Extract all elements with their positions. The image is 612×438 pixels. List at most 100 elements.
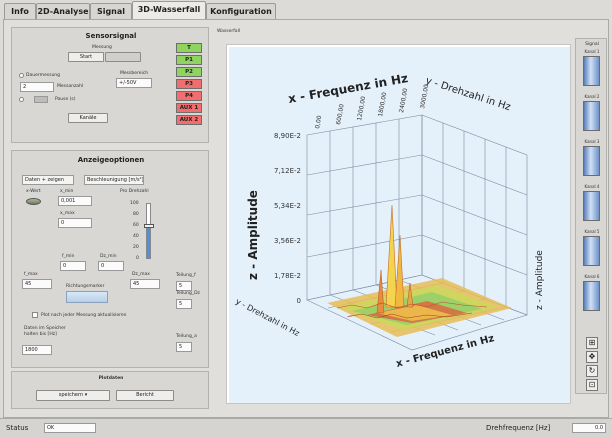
bericht-button[interactable]: Bericht: [116, 390, 174, 401]
pro-drehzahl-label: Pro Drehzahl: [120, 189, 149, 194]
status-p1-button[interactable]: P1: [176, 55, 202, 65]
dropdown-arrow-icon: ▾: [84, 392, 88, 398]
peak-secondary: [394, 234, 405, 308]
channel-label: Kanal 5: [584, 229, 600, 234]
teilung-f-field[interactable]: 5: [176, 281, 192, 291]
tab-2d-analyse[interactable]: 2D-Analyse: [36, 3, 90, 19]
rotate-icon[interactable]: ↻: [586, 365, 598, 377]
slider-thumb[interactable]: [144, 224, 154, 228]
plot-background: [229, 47, 570, 403]
speichern-button[interactable]: speichern ▾: [36, 390, 110, 401]
peak-main: [385, 204, 398, 308]
dz-min-field[interactable]: 0: [98, 261, 124, 271]
plot-update-checkbox[interactable]: [32, 312, 38, 318]
teilung-dz-label: Teilung_Dz: [176, 291, 200, 296]
signal-sidebar: Signal Kanal 1 Kanal 2 Kanal 3 Kanal 4 K…: [575, 38, 607, 394]
dz-min-label: Dz_min: [100, 254, 117, 259]
anzeige-panel: Anzeigeoptionen Daten + zeigen Beschleun…: [11, 150, 209, 368]
status-t-button[interactable]: T: [176, 43, 202, 53]
status-bar: Status OK Drehfrequenz [Hz] 0.0: [0, 418, 612, 438]
stop-button[interactable]: [105, 52, 141, 62]
channel-1-indicator[interactable]: [583, 56, 600, 86]
channel-label: Kanal 2: [584, 94, 600, 99]
kanaele-button[interactable]: Kanäle: [68, 113, 108, 123]
waterfall-chart: 8,90E-2 7,12E-2 5,34E-2 3,56E-2 1,78E-2 …: [229, 47, 570, 403]
z-tick-label: 5,34E-2: [274, 202, 301, 210]
dauermessung-label: Dauermessung: [26, 73, 61, 78]
slider-tick-label: 0: [136, 256, 139, 261]
z-axis-title: z - Amplitude: [246, 190, 260, 280]
pause-label: Pause (s): [55, 97, 76, 102]
status-aux1-button[interactable]: AUX 1: [176, 103, 202, 113]
x-min-field[interactable]: 0,001: [58, 196, 92, 206]
tab-signal[interactable]: Signal: [90, 3, 132, 19]
z-tick-label: 1,78E-2: [274, 272, 301, 280]
tab-konfiguration[interactable]: Konfiguration: [206, 3, 276, 19]
status-p2-button[interactable]: P2: [176, 67, 202, 77]
messanzahl-field[interactable]: 2: [20, 82, 54, 92]
x-tick-label: 3000,00: [419, 84, 430, 110]
slider-fill: [147, 226, 150, 258]
plot-canvas[interactable]: 8,90E-2 7,12E-2 5,34E-2 3,56E-2 1,78E-2 …: [226, 44, 571, 404]
z-tick-label: 8,90E-2: [274, 132, 301, 140]
z-tick-label: 0: [297, 297, 301, 305]
tab-info[interactable]: Info: [4, 3, 36, 19]
messbereich-label: Messbereich: [120, 71, 149, 76]
plot-update-label: Plot nach jeder Messung aktualisieren: [41, 313, 127, 318]
slider-track[interactable]: [146, 203, 151, 259]
f-min-field[interactable]: 0: [60, 261, 86, 271]
teilung-a-label: Teilung_a: [176, 334, 197, 339]
drehfrequenz-label: Drehfrequenz [Hz]: [486, 424, 551, 432]
x-tick-label: 1800,00: [377, 92, 388, 118]
richtungsmarker-button[interactable]: [66, 291, 108, 303]
drehfrequenz-field: 0.0: [572, 423, 606, 433]
tab-3d-wasserfall[interactable]: 3D-Wasserfall: [132, 1, 206, 20]
dz-max-field[interactable]: 45: [130, 279, 160, 289]
daten-halten-field[interactable]: 1800: [22, 345, 52, 355]
channel-4-indicator[interactable]: [583, 191, 600, 221]
channel-2-indicator[interactable]: [583, 101, 600, 131]
f-max-label: f_max: [24, 272, 38, 277]
pause-toggle[interactable]: [34, 96, 48, 103]
channel-6-indicator[interactable]: [583, 281, 600, 311]
speichern-label: speichern: [58, 392, 84, 398]
x-max-field[interactable]: 0: [58, 218, 92, 228]
teilung-dz-field[interactable]: 5: [176, 299, 192, 309]
status-p4-button[interactable]: P4: [176, 91, 202, 101]
x-tick-label: 0,00: [314, 115, 323, 130]
channel-label: Kanal 1: [584, 49, 600, 54]
f-max-field[interactable]: 45: [22, 279, 52, 289]
x-wert-led[interactable]: [26, 198, 41, 205]
tab-bar: Info 2D-Analyse Signal 3D-Wasserfall Kon…: [0, 0, 612, 20]
reset-view-icon[interactable]: ⊡: [586, 379, 598, 391]
x-max-label: x_max: [60, 211, 75, 216]
status-aux2-button[interactable]: AUX 2: [176, 115, 202, 125]
x-tick-label: 1200,00: [356, 96, 367, 122]
x-min-label: x_min: [60, 189, 74, 194]
channel-5-indicator[interactable]: [583, 236, 600, 266]
pause-radio[interactable]: [19, 97, 24, 102]
slider-tick-label: 60: [133, 223, 139, 228]
f-min-label: f_min: [62, 254, 75, 259]
teilung-a-field[interactable]: 5: [176, 342, 192, 352]
start-button[interactable]: Start: [68, 52, 104, 62]
plotdaten-panel: Plotdaten speichern ▾ Bericht: [11, 371, 209, 409]
einheit-select[interactable]: Beschleunigung [m/s²]: [84, 175, 144, 185]
messbereich-select[interactable]: +/-50V: [116, 78, 152, 88]
dauermessung-radio[interactable]: [19, 73, 24, 78]
daten-halten-label: halten bis [Hz]: [24, 332, 57, 337]
anzeige-mode-select[interactable]: Daten + zeigen: [22, 175, 74, 185]
x-tick-label: 600,00: [335, 103, 346, 125]
richtungsmarker-label: Richtungsmarker: [66, 284, 105, 289]
pan-icon[interactable]: ✥: [586, 351, 598, 363]
zoom-in-icon[interactable]: ⊞: [586, 337, 598, 349]
slider-tick-label: 40: [133, 234, 139, 239]
dz-max-label: Dz_max: [132, 272, 150, 277]
status-p3-button[interactable]: P3: [176, 79, 202, 89]
daten-speicher-label: Daten im Speicher: [24, 326, 66, 331]
slider-tick-label: 20: [133, 245, 139, 250]
channel-3-indicator[interactable]: [583, 146, 600, 176]
z-axis-title-right: z - Amplitude: [535, 250, 545, 310]
x-tick-label: 2400,00: [398, 88, 409, 114]
sensor-title: Sensorsignal: [85, 32, 137, 40]
